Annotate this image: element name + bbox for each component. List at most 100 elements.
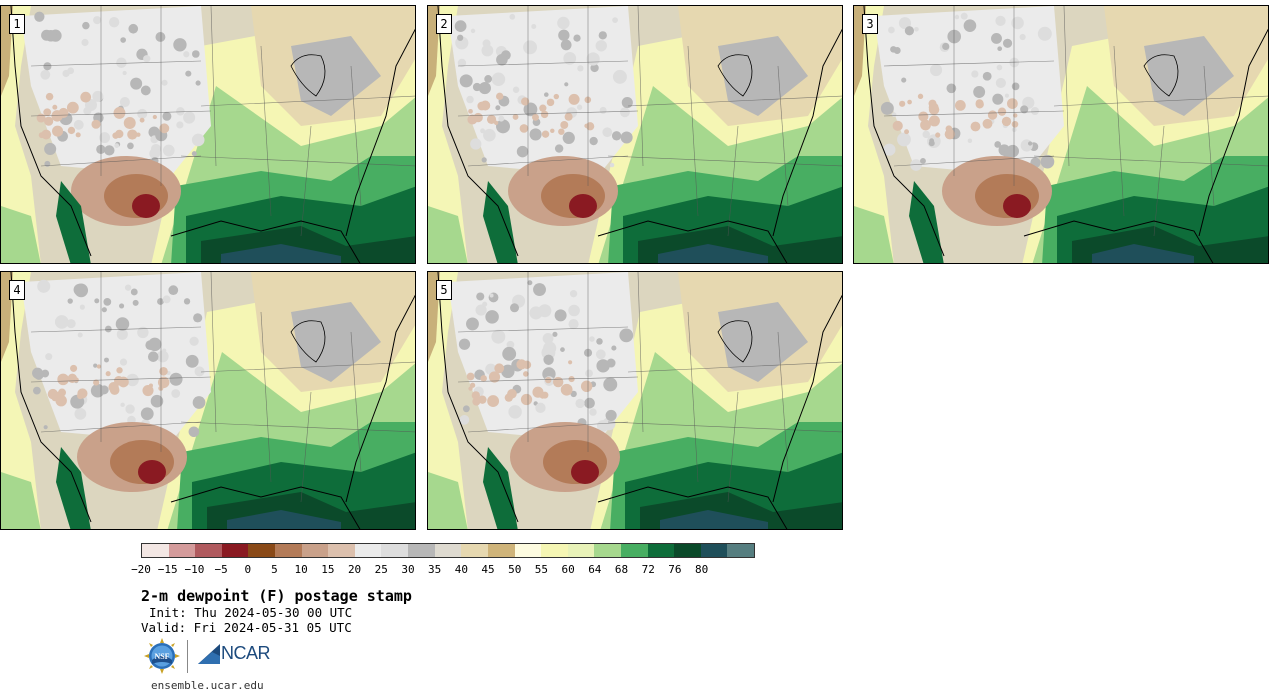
dewpoint-map [854,6,1268,263]
terrain-patch [125,404,135,414]
terrain-patch [560,347,565,353]
state-boundary [1113,45,1125,217]
terrain-patch [598,31,607,40]
dry-patch [558,128,565,135]
terrain-patch [914,26,919,32]
terrain-patch [472,82,482,92]
terrain-patch [457,34,464,41]
state-boundary [457,110,639,117]
terrain-patch [122,70,127,76]
terrain-patch [982,71,992,81]
dry-patch [52,104,58,110]
terrain-patch [577,65,584,72]
dry-patch [105,371,111,377]
gulf-water [660,510,768,529]
dry-patch [494,363,505,374]
terrain-patch [192,50,200,58]
east-coastline [772,294,842,503]
terrain-patch [34,11,45,22]
dry-patch [1007,98,1018,109]
terrain-patch [73,283,86,296]
terrain-patch [37,279,51,293]
terrain-patch [897,132,911,147]
dry-patch [468,108,473,114]
terrain-patch [476,292,485,301]
terrain-patch [148,337,162,352]
dry-patch [920,119,931,131]
dry-patch [471,391,480,400]
terrain-patch [584,397,595,409]
terrain-patch [43,62,52,71]
terrain-patch [971,70,979,78]
terrain-patch [116,57,127,68]
colorbar-tick-label: 10 [294,563,308,576]
ncar-mark-icon [198,644,220,664]
website-link[interactable]: ensemble.ucar.edu [151,679,264,692]
dry-patch [970,121,981,132]
dry-patch [1011,120,1019,128]
terrain-patch [563,51,577,65]
pacific-region [428,6,468,263]
terrain-patch [523,102,538,117]
dry-patch [486,114,497,125]
terrain-patch [458,338,471,350]
terrain-patch [1019,33,1026,41]
state-boundary [30,60,202,67]
terrain-patch [156,350,169,363]
terrain-patch [997,46,1003,52]
terrain-patch [183,298,191,305]
gulf-water [658,244,768,263]
colorbar-segment [541,544,568,557]
map-panel-1: 1 [0,5,416,264]
terrain-patch [488,292,499,303]
state-boundary [260,45,272,217]
ncar-logo-text: NCAR [221,643,271,663]
state-boundary [180,421,415,433]
terrain-patch [929,138,935,144]
terrain-patch [1020,105,1029,114]
dry-patch [907,99,912,105]
colorbar-tick-label: 76 [668,563,682,576]
terrain-patch [191,133,205,147]
colorbar-segment [487,544,515,557]
pacific-humid [428,472,468,529]
dry-patch [468,386,473,391]
terrain-patch [991,33,1002,44]
state-boundary [637,6,644,167]
great-lakes-outline [290,54,326,97]
dry-patch [496,92,504,100]
state-boundary [777,331,789,473]
terrain-patch [137,108,148,119]
terrain-patch [1020,139,1033,152]
terrain-patch [888,26,895,34]
state-boundary [1053,95,1268,107]
state-boundary [40,155,202,167]
terrain-patch [605,409,617,421]
east-coastline [772,28,842,237]
state-boundary [627,95,842,107]
dry-patch [560,383,573,396]
dry-patch [928,99,937,108]
terrain-patch [127,142,134,150]
colorbar-tick-label: 30 [401,563,415,576]
terrain-patch [45,30,57,42]
terrain-patch [74,407,87,420]
terrain-patch [143,55,151,63]
dry-patch [115,129,124,139]
west-coastline [10,272,92,523]
terrain-patch [92,90,104,102]
terrain-patch [124,284,132,291]
dry-patch [523,371,529,377]
state-boundary [727,391,739,503]
state-boundary [687,45,699,217]
dry-patch [116,367,123,374]
terrain-patch [491,72,506,87]
colorbar-segment [514,544,542,557]
state-boundary [350,65,362,207]
gulf-coastline [597,220,788,263]
terrain-patch [140,85,151,96]
state-boundary [350,331,362,473]
terrain-patch [459,414,470,425]
colorbar-tick-label: 20 [347,563,362,576]
colorbar-segment [301,544,329,557]
